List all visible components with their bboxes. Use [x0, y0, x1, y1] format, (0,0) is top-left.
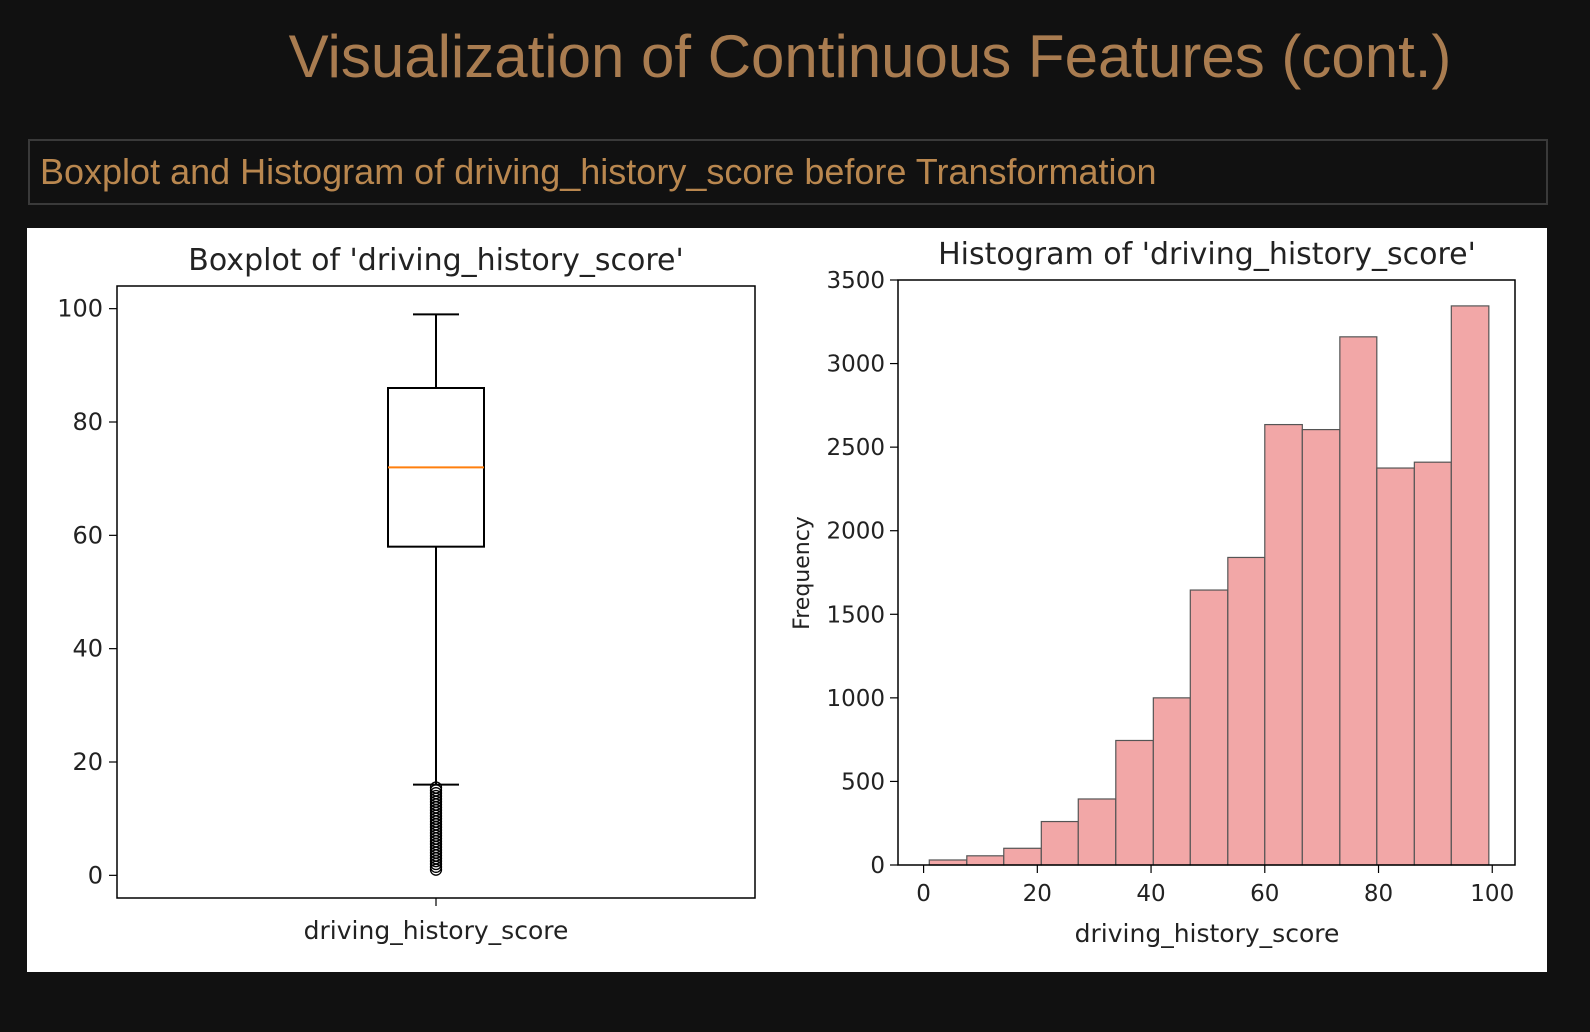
- histogram-bar: [1339, 336, 1378, 866]
- boxplot-body: [387, 313, 485, 786]
- boxplot-panel: Boxplot of 'driving_history_score' 0 20 40…: [57, 243, 756, 945]
- y-tick-label: 40: [72, 635, 103, 663]
- histogram-bar: [1040, 820, 1079, 866]
- histogram-panel: Histogram of 'driving_history_score' 0 50…: [790, 237, 1516, 948]
- histogram-axes-frame: [897, 279, 1516, 866]
- histogram-bar: [1227, 556, 1266, 866]
- histogram-bars: [928, 305, 1490, 866]
- y-tick-label: 80: [72, 408, 103, 436]
- y-tick-label: 0: [88, 861, 103, 889]
- x-tick-label: 80: [1364, 881, 1393, 907]
- histogram-bar: [1152, 697, 1191, 866]
- histogram-bar: [1077, 798, 1117, 866]
- histogram-bar: [928, 859, 968, 866]
- section-subtitle: Boxplot and Histogram of driving_history…: [28, 139, 1548, 205]
- figure-svg: Boxplot of 'driving_history_score' 0 20 40…: [57, 237, 1516, 948]
- histogram-bar: [1264, 423, 1303, 866]
- histogram-bar: [1189, 589, 1229, 866]
- histogram-bar: [1301, 428, 1341, 866]
- outlier-point: [429, 781, 443, 794]
- histogram-bar: [1413, 461, 1452, 866]
- x-tick-label: 60: [1250, 881, 1279, 907]
- histogram-title: Histogram of 'driving_history_score': [938, 237, 1476, 272]
- y-tick-label: 60: [72, 521, 103, 549]
- histogram-bar: [1376, 467, 1415, 866]
- histogram-bar: [1003, 847, 1042, 866]
- outlier-point: [429, 784, 443, 797]
- histogram-y-label: Frequency: [790, 516, 815, 630]
- x-tick-label: 0: [916, 881, 931, 907]
- histogram-y-ticks: 0 500 1000 1500 2000 2500 3000 3500: [826, 268, 898, 879]
- y-tick-label: 3000: [826, 352, 885, 378]
- outlier-point: [429, 787, 443, 800]
- y-tick-label: 1000: [826, 686, 885, 712]
- y-tick-label: 2000: [826, 519, 885, 545]
- histogram-x-label: driving_history_score: [1075, 919, 1340, 948]
- boxplot-y-ticks: 0 20 40 60 80 100: [57, 295, 117, 889]
- x-tick-label: 100: [1470, 881, 1514, 907]
- boxplot-x-label: driving_history_score: [304, 916, 569, 945]
- figure: Boxplot of 'driving_history_score' 0 20 40…: [27, 228, 1547, 972]
- y-tick-label: 0: [870, 853, 885, 879]
- slide-title: Visualization of Continuous Features (co…: [288, 23, 1452, 90]
- boxplot-title: Boxplot of 'driving_history_score': [188, 243, 683, 278]
- histogram-bar: [1450, 305, 1490, 866]
- histogram-bar: [1115, 739, 1154, 866]
- y-tick-label: 1500: [826, 602, 885, 628]
- y-tick-label: 3500: [826, 268, 885, 294]
- y-tick-label: 500: [841, 769, 885, 795]
- histogram-bar: [966, 855, 1005, 866]
- boxplot-outliers: [429, 781, 443, 876]
- y-tick-label: 20: [72, 748, 103, 776]
- outlier-point: [429, 789, 443, 803]
- y-tick-label: 100: [57, 295, 103, 323]
- x-tick-label: 20: [1023, 881, 1052, 907]
- x-tick-label: 40: [1136, 881, 1165, 907]
- y-tick-label: 2500: [826, 435, 885, 461]
- histogram-x-ticks: 0 20 40 60 80 100: [916, 865, 1514, 907]
